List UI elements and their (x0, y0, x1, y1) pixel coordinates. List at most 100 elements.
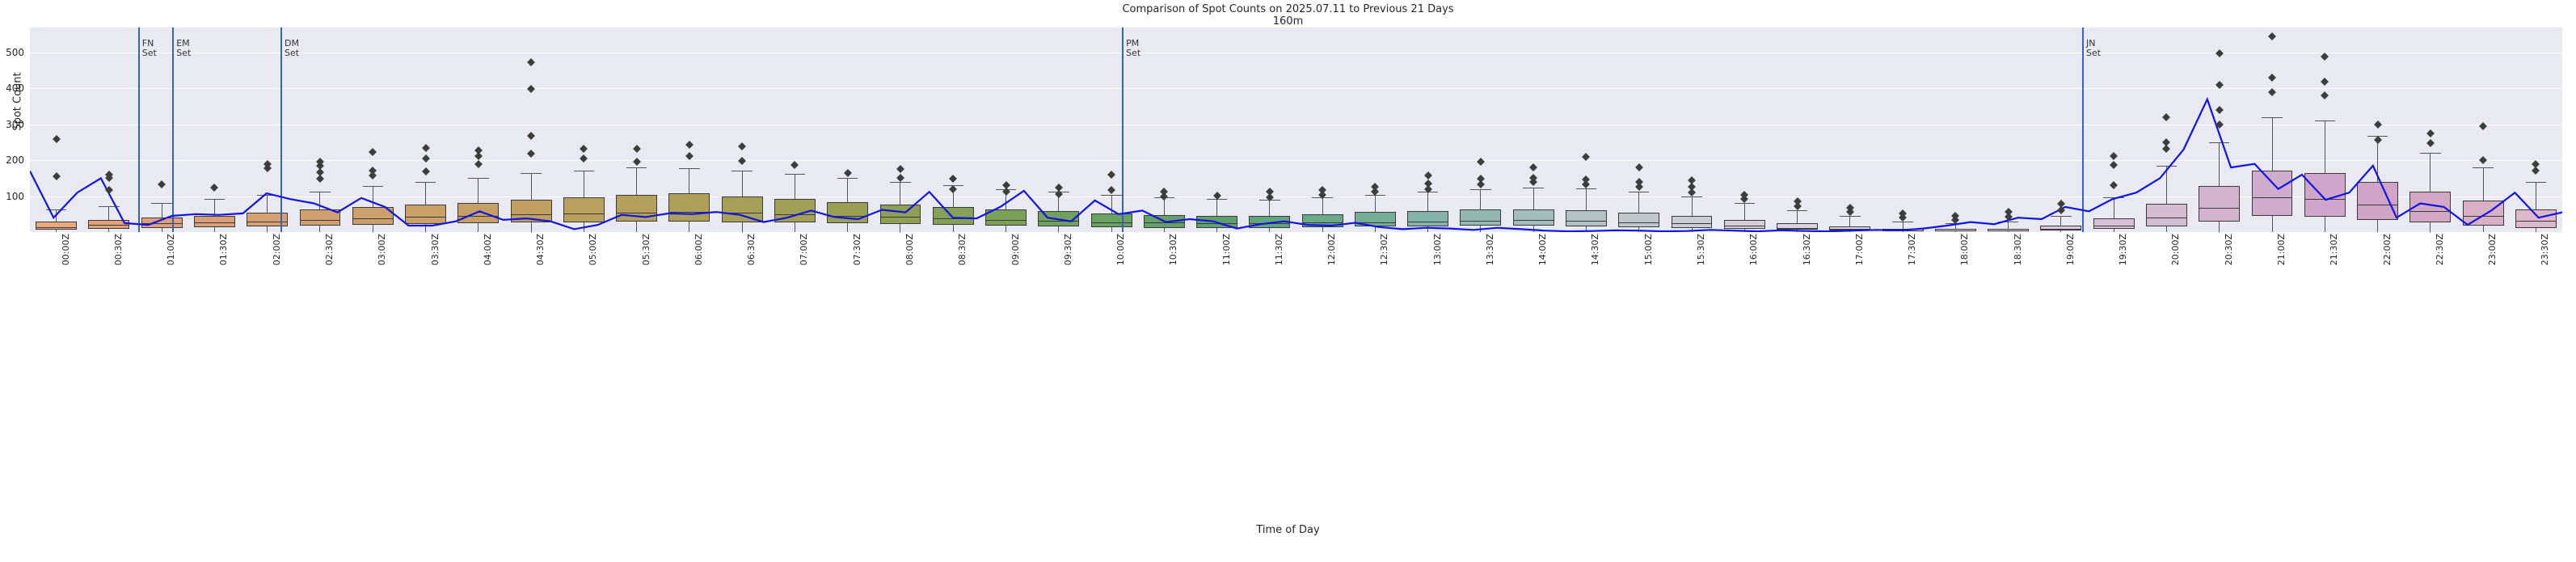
outlier-marker (421, 143, 430, 152)
median-line (2409, 211, 2452, 213)
outlier-marker (1634, 163, 1643, 172)
whisker-upper (478, 178, 479, 203)
cap-upper (521, 172, 542, 174)
outlier-marker (158, 180, 167, 189)
outlier-marker (2321, 77, 2329, 86)
outlier-marker (421, 154, 430, 163)
x-tick-label: 17:30Z (1907, 234, 1918, 266)
whisker-lower (952, 225, 954, 232)
median-line (352, 218, 394, 220)
whisker-upper (267, 194, 268, 213)
cap-upper (468, 178, 489, 180)
box (1460, 209, 1502, 226)
cap-upper (2473, 167, 2494, 169)
event-label-jn: JN Set (2086, 39, 2101, 58)
median-line (879, 217, 921, 218)
event-label-line2: Set (1126, 48, 1141, 58)
outlier-marker (685, 140, 694, 149)
outlier-marker (210, 183, 219, 192)
median-line (1038, 220, 1080, 222)
whisker-lower (2377, 219, 2379, 232)
box (1354, 212, 1396, 226)
cap-upper (626, 167, 647, 169)
outlier-marker (527, 132, 536, 140)
outlier-marker (2162, 145, 2171, 153)
box (563, 197, 605, 222)
cap-upper (151, 203, 172, 205)
x-tick-label: 19:00Z (2064, 234, 2076, 266)
x-tick-label: 22:30Z (2434, 234, 2445, 266)
median-line (563, 213, 605, 214)
median-line (1196, 223, 1238, 225)
x-tick-label: 00:00Z (60, 234, 71, 266)
outlier-marker (527, 58, 536, 67)
median-line (2304, 199, 2346, 201)
median-line (2515, 220, 2557, 222)
cap-upper (679, 167, 700, 169)
outlier-marker (2215, 106, 2224, 115)
outlier-marker (369, 148, 377, 157)
event-label-line2: Set (2086, 48, 2102, 58)
whisker-upper (1849, 216, 1851, 226)
event-label-pm: PM Set (1126, 39, 1140, 58)
x-tick-label: 09:00Z (1010, 234, 1021, 266)
x-tick-label: 18:00Z (1959, 234, 1971, 266)
outlier-marker (2215, 49, 2224, 57)
x-tick-label: 07:00Z (799, 234, 810, 266)
box (827, 201, 869, 224)
box (1090, 213, 1132, 227)
outlier-marker (1423, 171, 1432, 180)
outlier-marker (2110, 151, 2119, 160)
whisker-upper (530, 172, 532, 201)
outlier-marker (685, 151, 694, 160)
cap-upper (2420, 153, 2441, 154)
whisker-lower (2165, 226, 2167, 232)
box (2357, 181, 2398, 220)
outlier-marker (738, 157, 747, 166)
median-line (1671, 223, 1713, 225)
x-tick-label: 10:00Z (1115, 234, 1127, 266)
x-tick-label: 01:00Z (166, 234, 177, 266)
median-line (1566, 220, 1607, 222)
event-label-line1: PM (1126, 38, 1140, 49)
x-tick-label: 03:30Z (429, 234, 441, 266)
outlier-marker (2162, 138, 2171, 146)
x-tick-label: 16:30Z (1801, 234, 1812, 266)
gridline (30, 88, 2562, 90)
event-label-dm: DM Set (285, 39, 299, 58)
box (721, 196, 763, 222)
box (2515, 209, 2557, 228)
box (1723, 219, 1765, 230)
today-series-line (30, 27, 2562, 232)
median-line (932, 218, 974, 220)
x-tick-label: 10:30Z (1168, 234, 1179, 266)
whisker-upper (1954, 223, 1956, 230)
box (2199, 186, 2241, 222)
median-line (1512, 219, 1554, 221)
x-axis-label: Time of Day (1256, 524, 1320, 536)
x-tick-label: 04:00Z (482, 234, 493, 266)
whisker-upper (1902, 221, 1904, 229)
outlier-marker (2056, 200, 2065, 209)
outlier-marker (1476, 158, 1485, 166)
event-label-line1: DM (285, 38, 299, 49)
median-line (299, 219, 341, 221)
box (1249, 215, 1291, 228)
box (2093, 218, 2135, 230)
outlier-marker (2110, 160, 2119, 169)
x-tick-label: 20:30Z (2223, 234, 2234, 266)
whisker-upper (108, 206, 110, 220)
box (985, 209, 1027, 226)
event-label-fn: FN Set (142, 39, 157, 58)
chart-subtitle: 160m (1272, 15, 1304, 27)
x-tick-label: 09:30Z (1062, 234, 1073, 266)
cap-upper (2103, 197, 2124, 199)
median-line (985, 219, 1027, 221)
x-tick-label: 23:00Z (2487, 234, 2498, 266)
cap-upper (890, 181, 911, 183)
x-tick-label: 02:30Z (323, 234, 335, 266)
median-line (2462, 216, 2504, 218)
whisker-lower (1480, 226, 1482, 232)
box (1671, 215, 1713, 228)
